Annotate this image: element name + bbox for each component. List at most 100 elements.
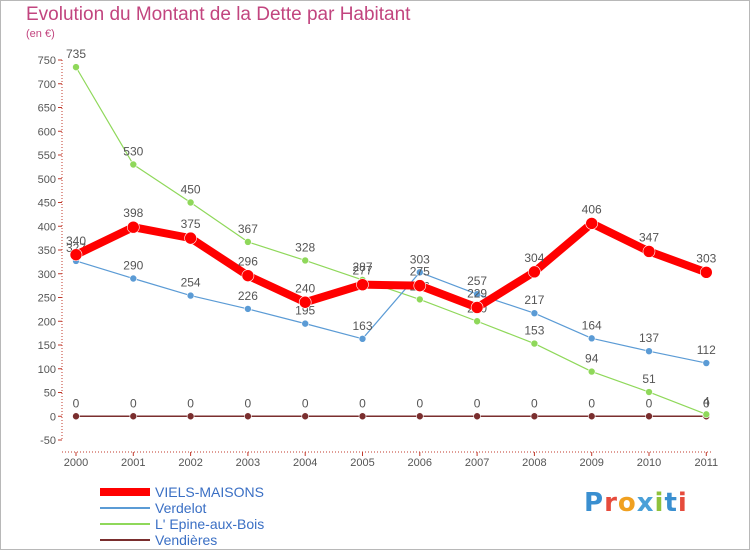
x-tick-label: 2006 [408, 457, 432, 469]
y-tick-label: 300 [38, 269, 56, 281]
data-point [301, 319, 310, 328]
data-point [587, 367, 596, 376]
data-point [530, 412, 539, 421]
data-point [244, 412, 252, 421]
x-tick-label: 2004 [293, 457, 317, 469]
data-label: 735 [66, 47, 86, 61]
series-line [72, 219, 711, 312]
data-label: 0 [474, 396, 481, 410]
data-point [358, 412, 367, 421]
y-tick-label: -50 [40, 435, 56, 447]
data-label: 112 [697, 343, 716, 357]
data-label: 277 [352, 264, 372, 278]
x-tick-label: 2011 [694, 457, 718, 469]
data-point [473, 290, 481, 298]
data-label: 0 [703, 396, 710, 410]
data-point [642, 245, 656, 258]
legend-label: VIELS-MAISONS [155, 484, 264, 500]
data-point [415, 268, 424, 277]
data-point [298, 295, 312, 309]
logo-letter: r [604, 488, 618, 518]
logo-letter: x [636, 488, 655, 518]
legend-label: Verdelot [155, 500, 206, 516]
unit-label: (en €) [26, 28, 55, 40]
x-tick-label: 2001 [121, 457, 145, 469]
logo-letter: o [617, 488, 637, 518]
legend-label: L' Epine-aux-Bois [155, 516, 264, 532]
y-tick-label: 450 [38, 198, 56, 210]
data-point [470, 301, 484, 314]
data-label: 398 [123, 206, 143, 220]
data-label: 0 [416, 396, 423, 410]
data-label: 275 [410, 265, 430, 279]
data-label: 303 [410, 252, 430, 266]
data-label: 0 [130, 396, 137, 410]
data-label: 94 [585, 352, 599, 366]
data-label: 51 [642, 372, 656, 386]
data-point [69, 248, 83, 262]
data-label: 195 [295, 304, 315, 318]
y-tick-label: 150 [38, 340, 56, 352]
data-point [585, 217, 599, 230]
y-tick-label: 600 [38, 126, 56, 138]
data-point [645, 388, 653, 396]
data-label: 137 [639, 331, 659, 345]
data-label: 530 [123, 145, 143, 159]
y-tick-label: 100 [38, 364, 56, 376]
data-label: 0 [187, 396, 194, 410]
chart-title: Evolution du Montant de la Dette par Hab… [26, 4, 411, 25]
data-point [587, 412, 596, 421]
y-tick-label: 650 [38, 103, 56, 115]
x-tick-label: 2008 [522, 457, 546, 469]
data-point [699, 266, 713, 279]
data-point [356, 278, 369, 291]
data-label: 340 [66, 234, 86, 248]
data-point [301, 256, 310, 265]
x-tick-label: 2003 [236, 457, 260, 469]
data-point [473, 412, 481, 421]
data-label: 226 [238, 289, 258, 303]
data-point [244, 238, 252, 246]
data-point [415, 412, 424, 421]
data-label: 0 [531, 396, 538, 410]
data-label: 164 [582, 318, 602, 332]
data-point [186, 198, 195, 207]
x-tick-label: 2005 [350, 457, 374, 469]
data-label: 304 [524, 251, 544, 265]
series-line [75, 66, 707, 415]
proxiti-logo: Proxiti [584, 488, 688, 518]
data-point [129, 160, 138, 169]
logo-letter: P [584, 488, 605, 518]
data-point [129, 412, 138, 421]
data-point [241, 269, 255, 282]
data-point [186, 291, 195, 300]
data-label: 287 [352, 260, 372, 274]
data-label: 0 [359, 396, 366, 410]
data-point [528, 265, 541, 279]
logo-letter: i [654, 488, 665, 518]
data-label: 303 [696, 251, 716, 265]
logo-letter: i [677, 488, 688, 518]
data-label: 367 [238, 222, 258, 236]
data-point [587, 334, 596, 343]
data-point [301, 412, 310, 421]
data-point [530, 309, 539, 317]
data-point [184, 231, 197, 245]
y-tick-label: 350 [38, 245, 56, 257]
data-point [129, 274, 138, 283]
data-point [645, 347, 653, 355]
x-tick-label: 2009 [579, 457, 603, 469]
data-label: 0 [588, 396, 595, 410]
x-tick-label: 2010 [637, 457, 661, 469]
data-label: 254 [181, 276, 201, 290]
y-tick-label: 0 [50, 411, 56, 423]
data-point [530, 339, 539, 348]
data-point [415, 295, 424, 304]
y-tick-label: 50 [44, 388, 56, 400]
logo-letter: t [664, 488, 678, 518]
data-label: 229 [467, 286, 487, 300]
data-point [473, 317, 481, 326]
data-label: 153 [524, 324, 544, 338]
